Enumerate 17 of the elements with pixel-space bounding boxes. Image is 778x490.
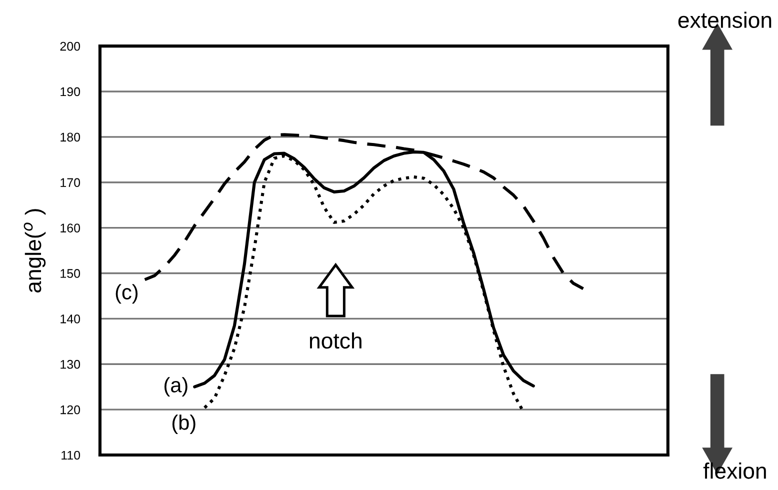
y-tick-label: 140 xyxy=(60,314,80,324)
y-tick-label: 200 xyxy=(60,42,80,51)
series-label: (b) xyxy=(172,414,196,434)
y-tick-label: 160 xyxy=(60,224,80,232)
y-tick-label: 150 xyxy=(60,269,80,278)
y-tick-label: 190 xyxy=(60,87,80,96)
text: extension xyxy=(678,12,772,28)
y-tick-label: 110 xyxy=(62,450,80,460)
y-axis-title: angle($^{o}$ ) xyxy=(24,209,46,292)
text: flexion xyxy=(703,462,766,479)
y-tick-label: 180 xyxy=(60,132,80,142)
y-tick-label: 120 xyxy=(60,405,80,414)
y-tick-label: 130 xyxy=(60,360,80,369)
series-label: (a) xyxy=(164,377,188,397)
series-label: (c) xyxy=(116,284,138,304)
annotation: notch xyxy=(310,332,362,349)
y-tick-label: 170 xyxy=(60,178,80,188)
